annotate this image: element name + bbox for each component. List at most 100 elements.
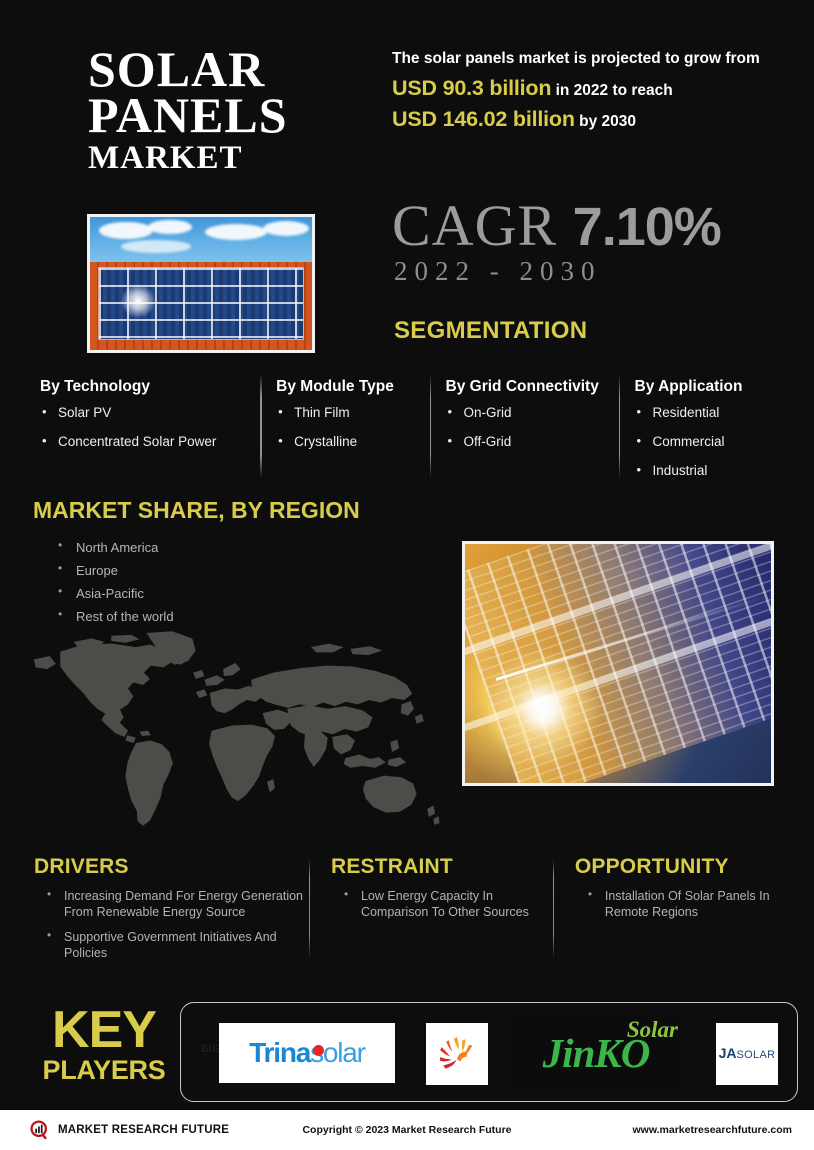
cagr-label: CAGR (392, 193, 558, 258)
list-item: Asia-Pacific (54, 584, 174, 601)
list-item: Rest of the world (54, 607, 174, 624)
list-item: Low Energy Capacity In Comparison To Oth… (341, 887, 553, 920)
list-item: Industrial (635, 462, 774, 479)
segment-heading: By Module Type (276, 378, 394, 395)
jinko-wordmark: JinKO (542, 1030, 651, 1076)
logo-ja-solar[interactable]: JASOLAR (716, 1023, 778, 1085)
value-2030: USD 146.02 billion (392, 107, 575, 132)
factor-column-drivers: DRIVERS Increasing Demand For Energy Gen… (34, 855, 309, 971)
list-item: Crystalline (276, 433, 419, 450)
key-players-line-2: PLAYERS (42, 1055, 166, 1085)
summary-end-text: by 2030 (579, 113, 636, 131)
cloud-shape (121, 239, 192, 253)
segmentation-heading: SEGMENTATION (394, 317, 588, 344)
factor-heading: OPPORTUNITY (574, 855, 729, 878)
factor-column-opportunity: OPPORTUNITY Installation Of Solar Panels… (552, 855, 790, 971)
factor-heading: RESTRAINT (330, 855, 453, 878)
title-line-1: SOLAR (88, 41, 266, 97)
segment-column-application: By Application Residential Commercial In… (618, 374, 784, 492)
factor-list: Installation Of Solar Panels In Remote R… (575, 887, 790, 920)
list-item: Thin Film (276, 404, 419, 421)
cloud-shape (205, 223, 268, 240)
summary-mid-text: in 2022 to reach (555, 81, 673, 99)
segment-list: On-Grid Off-Grid (446, 404, 609, 450)
world-map (18, 625, 458, 840)
list-item: Off-Grid (446, 433, 609, 450)
segment-heading: By Grid Connectivity (445, 378, 599, 395)
market-share-heading: MARKET SHARE, BY REGION (33, 497, 360, 523)
factor-heading: DRIVERS (34, 855, 129, 878)
footer-brand-name: MARKET RESEARCH FUTURE (58, 1124, 230, 1136)
ja-text-b: SOLAR (736, 1049, 776, 1061)
list-item: North America (54, 538, 174, 555)
column-divider (429, 374, 432, 478)
summary-intro: The solar panels market is projected to … (392, 50, 760, 67)
sun-burst (483, 649, 604, 770)
trina-solar-wordmark: Trinasolar (249, 1037, 366, 1069)
cloud-shape (147, 219, 192, 234)
cagr-display: CAGR 7.10% (392, 193, 722, 258)
market-research-future-logo-icon (30, 1119, 51, 1141)
sun-flame-icon (440, 1037, 473, 1069)
column-divider (552, 859, 555, 959)
segment-list: Residential Commercial Industrial (635, 404, 774, 479)
key-players-line-1: KEY (52, 1001, 157, 1059)
footer-bar: MARKET RESEARCH FUTURE Copyright © 2023 … (0, 1110, 814, 1150)
list-item: Europe (54, 561, 174, 578)
sun-glare (121, 283, 156, 318)
segment-heading: By Application (634, 378, 743, 395)
list-item: Increasing Demand For Energy Generation … (44, 887, 309, 920)
list-item: Concentrated Solar Power (40, 433, 250, 450)
factor-list: Low Energy Capacity In Comparison To Oth… (331, 887, 553, 920)
logo-trina-solar[interactable]: Trinasolar (219, 1023, 395, 1083)
segment-list: Thin Film Crystalline (276, 404, 419, 450)
footer-copyright: Copyright © 2023 Market Research Future (302, 1124, 512, 1136)
ja-solar-wordmark: JASOLAR (719, 1045, 776, 1063)
continents (33, 631, 440, 826)
segment-list: Solar PV Concentrated Solar Power (40, 404, 250, 450)
segment-column-module-type: By Module Type Thin Film Crystalline (260, 374, 429, 492)
list-item: On-Grid (446, 404, 609, 421)
list-item: Supportive Government Initiatives And Po… (44, 928, 309, 961)
trina-dot-icon (313, 1045, 324, 1056)
footer-brand[interactable]: MARKET RESEARCH FUTURE (30, 1119, 230, 1141)
summary-line-2022: USD 90.3 billion in 2022 to reach (392, 75, 788, 101)
key-players-logo-box: BIG... ...ets ci... Trinasolar JinKO Sol… (180, 1002, 798, 1102)
title-line-2: PANELS (88, 87, 288, 143)
column-divider (260, 374, 262, 478)
factor-column-restraint: RESTRAINT Low Energy Capacity In Compari… (308, 855, 553, 971)
key-players-label: KEY PLAYERS (34, 1001, 174, 1085)
factor-list: Increasing Demand For Energy Generation … (34, 887, 309, 961)
column-divider (308, 859, 311, 959)
logo-jinko-solar[interactable]: JinKO Solar (506, 1015, 686, 1091)
summary-line-2030: USD 146.02 billion by 2030 (392, 106, 788, 132)
column-divider (618, 374, 621, 478)
list-item: Solar PV (40, 404, 250, 421)
list-item: Commercial (635, 433, 774, 450)
footer-website-link[interactable]: www.marketresearchfuture.com (632, 1124, 792, 1136)
segment-column-grid-connectivity: By Grid Connectivity On-Grid Off-Grid (429, 374, 619, 492)
jinko-solar-word: Solar (626, 1017, 678, 1042)
segment-heading: By Technology (40, 378, 150, 395)
list-item: Installation Of Solar Panels In Remote R… (585, 887, 790, 920)
cagr-value: 7.10% (572, 197, 722, 257)
title-line-3: MARKET (88, 140, 243, 176)
magnifier-chart-icon (30, 1119, 48, 1139)
market-factors-section: DRIVERS Increasing Demand For Energy Gen… (34, 855, 790, 971)
ja-text-a: JA (718, 1045, 737, 1061)
segmentation-section: By Technology Solar PV Concentrated Sola… (40, 374, 784, 492)
trina-text-a: Trina (249, 1037, 311, 1068)
list-item: Residential (635, 404, 774, 421)
value-2022: USD 90.3 billion (392, 75, 552, 100)
cagr-period: 2022 - 2030 (394, 256, 602, 286)
world-map-svg (33, 631, 440, 826)
segment-column-technology: By Technology Solar PV Concentrated Sola… (40, 378, 260, 492)
market-summary: The solar panels market is projected to … (392, 50, 788, 137)
region-list: North America Europe Asia-Pacific Rest o… (54, 538, 174, 632)
logo-sun-flame[interactable] (426, 1023, 488, 1085)
hero-solar-panel-photo (87, 214, 315, 353)
page-title: SOLAR PANELS MARKET (88, 41, 388, 178)
secondary-solar-photo (462, 541, 774, 786)
cloud-shape (98, 222, 153, 240)
